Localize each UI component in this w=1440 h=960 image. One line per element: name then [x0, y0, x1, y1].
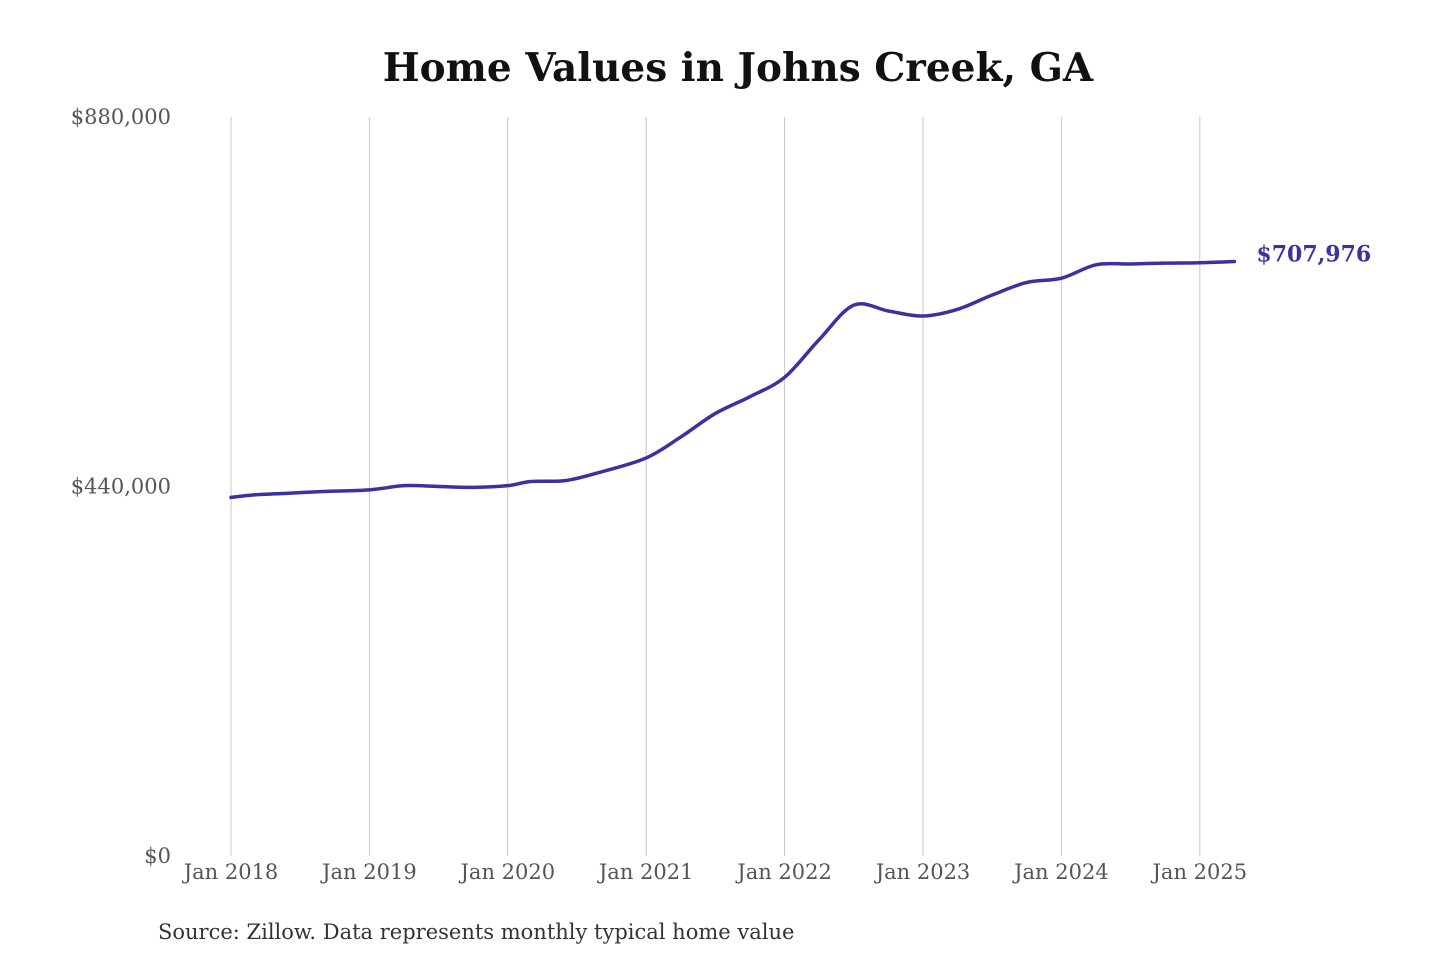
series-line — [229, 259, 1237, 500]
y-axis: $0 $440,000 $880,000 — [71, 105, 171, 868]
x-tick-label: Jan 2021 — [597, 860, 694, 884]
x-tick-label: Jan 2020 — [459, 860, 556, 884]
x-tick-label: Jan 2018 — [182, 860, 279, 884]
x-axis: Jan 2018 Jan 2019 Jan 2020 Jan 2021 Jan 2022… — [182, 860, 1247, 884]
y-tick-label: $440,000 — [71, 475, 171, 499]
chart-title: Home Values in Johns Creek, GA — [383, 45, 1094, 91]
grid-lines — [230, 117, 1201, 856]
x-tick-label: Jan 2025 — [1151, 860, 1248, 884]
source-note: Source: Zillow. Data represents monthly … — [158, 920, 794, 944]
x-tick-label: Jan 2024 — [1012, 860, 1109, 884]
y-tick-label: $0 — [144, 844, 171, 868]
end-value-label: $707,976 — [1256, 241, 1371, 267]
y-tick-label: $880,000 — [71, 105, 171, 129]
x-tick-label: Jan 2019 — [320, 860, 417, 884]
x-tick-label: Jan 2023 — [874, 860, 971, 884]
series-layer: $707,976 — [229, 241, 1371, 500]
x-tick-label: Jan 2022 — [735, 860, 832, 884]
